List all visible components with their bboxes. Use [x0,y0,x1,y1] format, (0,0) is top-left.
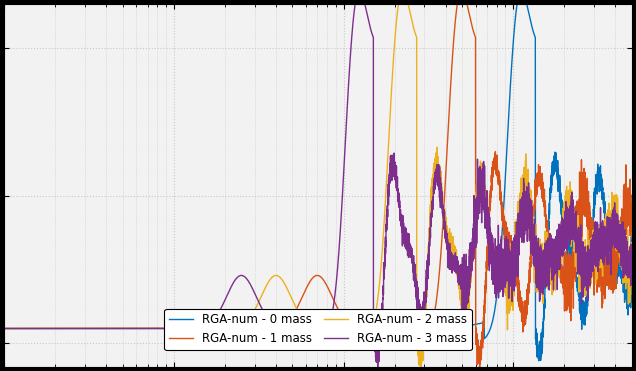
RGA-num - 0 mass [32,326,39,331]
Line: RGA-num - 2 mass: RGA-num - 2 mass [4,0,632,367]
RGA-num - 2 mass [628,266,635,270]
RGA-num - 0 mass [535,358,543,363]
RGA-num - 1 mass [399,325,407,329]
RGA-num - 3 mass [228,284,235,289]
RGA-num - 3 mass [1,326,8,331]
RGA-num - 0 mass [628,284,635,288]
RGA-num - 2 mass [499,273,507,277]
RGA-num - 2 mass [1,326,8,331]
RGA-num - 3 mass [499,248,507,252]
RGA-num - 3 mass [374,365,382,370]
RGA-num - 1 mass [499,205,507,210]
RGA-num - 3 mass [372,356,380,360]
RGA-num - 2 mass [228,326,235,330]
Line: RGA-num - 1 mass: RGA-num - 1 mass [4,0,632,371]
RGA-num - 0 mass [466,323,473,328]
Line: RGA-num - 3 mass: RGA-num - 3 mass [4,0,632,368]
Line: RGA-num - 0 mass: RGA-num - 0 mass [4,0,632,361]
RGA-num - 0 mass [499,216,507,221]
RGA-num - 1 mass [476,370,483,371]
RGA-num - 2 mass [466,287,473,292]
RGA-num - 2 mass [417,365,424,370]
RGA-num - 3 mass [466,272,473,276]
RGA-num - 1 mass [628,236,635,241]
RGA-num - 0 mass [1,326,8,331]
RGA-num - 3 mass [399,239,407,243]
RGA-num - 1 mass [371,326,379,331]
RGA-num - 1 mass [466,13,473,18]
RGA-num - 1 mass [228,326,235,331]
RGA-num - 2 mass [371,311,379,316]
RGA-num - 3 mass [628,270,635,275]
RGA-num - 3 mass [32,326,39,331]
RGA-num - 0 mass [371,326,379,331]
RGA-num - 2 mass [32,326,39,331]
RGA-num - 0 mass [399,326,407,331]
Legend: RGA-num - 0 mass, RGA-num - 1 mass, RGA-num - 2 mass, RGA-num - 3 mass: RGA-num - 0 mass, RGA-num - 1 mass, RGA-… [164,309,472,350]
RGA-num - 1 mass [1,326,8,331]
RGA-num - 0 mass [228,326,235,331]
RGA-num - 1 mass [32,326,39,331]
